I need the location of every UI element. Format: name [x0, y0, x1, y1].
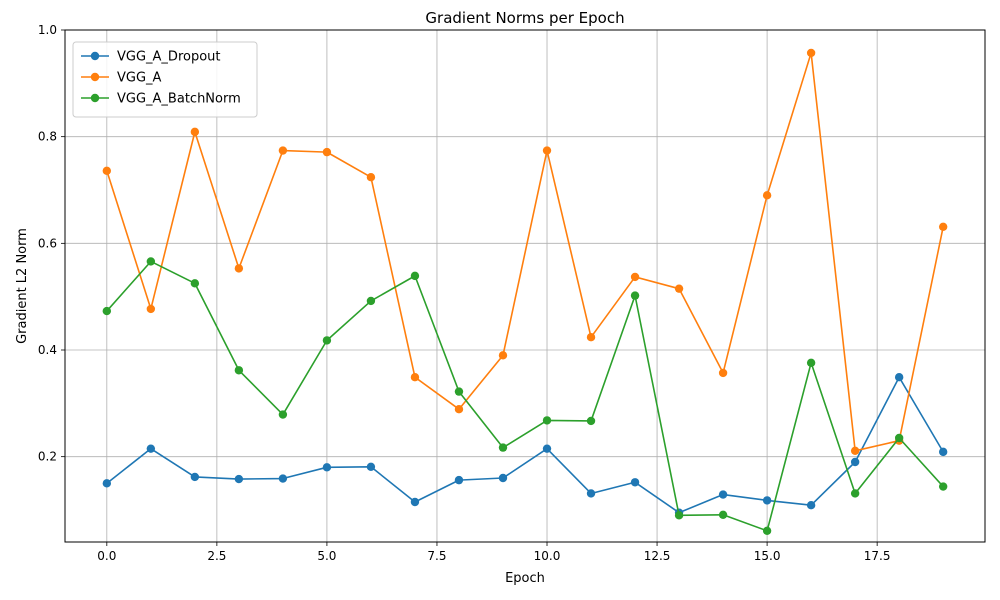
data-point	[586, 416, 596, 426]
legend-swatch-marker	[90, 93, 100, 103]
data-point	[454, 475, 464, 485]
data-point	[190, 127, 200, 137]
data-point	[498, 443, 508, 452]
data-point	[498, 473, 508, 483]
legend-swatch-marker	[90, 72, 100, 82]
data-point	[674, 284, 684, 293]
data-point	[102, 166, 112, 175]
data-point	[366, 173, 376, 182]
data-point	[762, 191, 772, 200]
x-tick-label: 12.5	[644, 549, 671, 563]
data-point	[146, 304, 156, 314]
data-point	[850, 457, 860, 467]
data-point	[146, 444, 156, 453]
data-point	[542, 444, 552, 453]
data-point	[190, 279, 200, 288]
data-point	[762, 496, 772, 505]
data-point	[850, 489, 860, 498]
data-point	[278, 146, 288, 155]
series-VGG_A_BatchNorm	[102, 257, 948, 535]
x-axis-label: Epoch	[505, 571, 545, 586]
x-tick-label: 15.0	[754, 549, 781, 563]
data-point	[542, 416, 552, 425]
data-point	[146, 257, 156, 266]
legend-label: VGG_A_Dropout	[117, 50, 221, 65]
data-point	[718, 510, 728, 519]
x-tick-label: 7.5	[427, 549, 446, 563]
data-point	[674, 511, 684, 520]
y-axis-label: Gradient L2 Norm	[15, 228, 30, 344]
legend-item: VGG_A	[81, 71, 162, 86]
series-VGG_A_Dropout	[102, 373, 948, 517]
y-tick-label: 0.4	[38, 343, 57, 357]
chart-title: Gradient Norms per Epoch	[425, 9, 624, 27]
data-point	[938, 222, 948, 231]
data-point	[894, 433, 904, 443]
data-point	[630, 478, 640, 487]
data-point	[630, 291, 640, 300]
data-point	[278, 474, 288, 483]
x-tick-label: 5.0	[317, 549, 336, 563]
x-tick-label: 0.0	[97, 549, 116, 563]
legend-box	[72, 41, 258, 118]
data-point	[102, 306, 112, 316]
data-point	[278, 410, 288, 419]
data-point	[718, 368, 728, 378]
data-point	[850, 446, 860, 455]
y-tick-label: 0.6	[38, 236, 57, 250]
series-layer	[102, 48, 948, 535]
data-point	[454, 405, 464, 414]
data-point	[806, 48, 816, 58]
data-point	[102, 479, 112, 488]
legend-swatch-marker	[90, 51, 100, 61]
data-point	[806, 358, 816, 367]
legend-label: VGG_A_BatchNorm	[117, 92, 241, 107]
data-point	[586, 333, 596, 342]
data-point	[542, 146, 552, 155]
data-point	[410, 271, 420, 281]
x-tick-label: 17.5	[864, 549, 891, 563]
data-point	[806, 501, 816, 510]
y-tick-label: 0.8	[38, 130, 57, 144]
data-point	[762, 526, 772, 535]
data-point	[322, 336, 332, 345]
legend-item: VGG_A_Dropout	[81, 50, 221, 65]
data-point	[234, 366, 244, 375]
legend-label: VGG_A	[117, 71, 162, 86]
plot-frame	[64, 29, 986, 543]
data-point	[366, 296, 376, 306]
series-VGG_A	[102, 48, 948, 455]
series-line	[106, 52, 944, 452]
data-point	[190, 472, 200, 482]
series-line	[106, 260, 944, 532]
data-point	[586, 489, 596, 498]
data-point	[234, 264, 244, 273]
y-tick-label: 1.0	[38, 23, 57, 37]
data-point	[498, 351, 508, 360]
data-point	[410, 497, 420, 507]
data-point	[718, 490, 728, 499]
data-point	[322, 463, 332, 472]
series-line	[106, 376, 944, 514]
data-point	[938, 447, 948, 457]
legend-item: VGG_A_BatchNorm	[81, 92, 241, 107]
data-point	[938, 482, 948, 491]
data-point	[454, 387, 464, 396]
ticks: 0.0 2.5 5.0 7.5 10.0 12.5 15.0 17.5 0.2 0.4 0.6 0.8…	[38, 23, 891, 563]
data-point	[322, 147, 332, 157]
data-point	[366, 462, 376, 471]
legend: VGG_A_Dropout VGG_A VGG_A_BatchNorm	[72, 41, 258, 118]
y-tick-label: 0.2	[38, 450, 57, 464]
x-tick-label: 10.0	[534, 549, 561, 563]
x-tick-label: 2.5	[207, 549, 226, 563]
data-point	[234, 474, 244, 484]
data-point	[410, 373, 420, 382]
data-point	[630, 272, 640, 282]
data-point	[894, 373, 904, 382]
